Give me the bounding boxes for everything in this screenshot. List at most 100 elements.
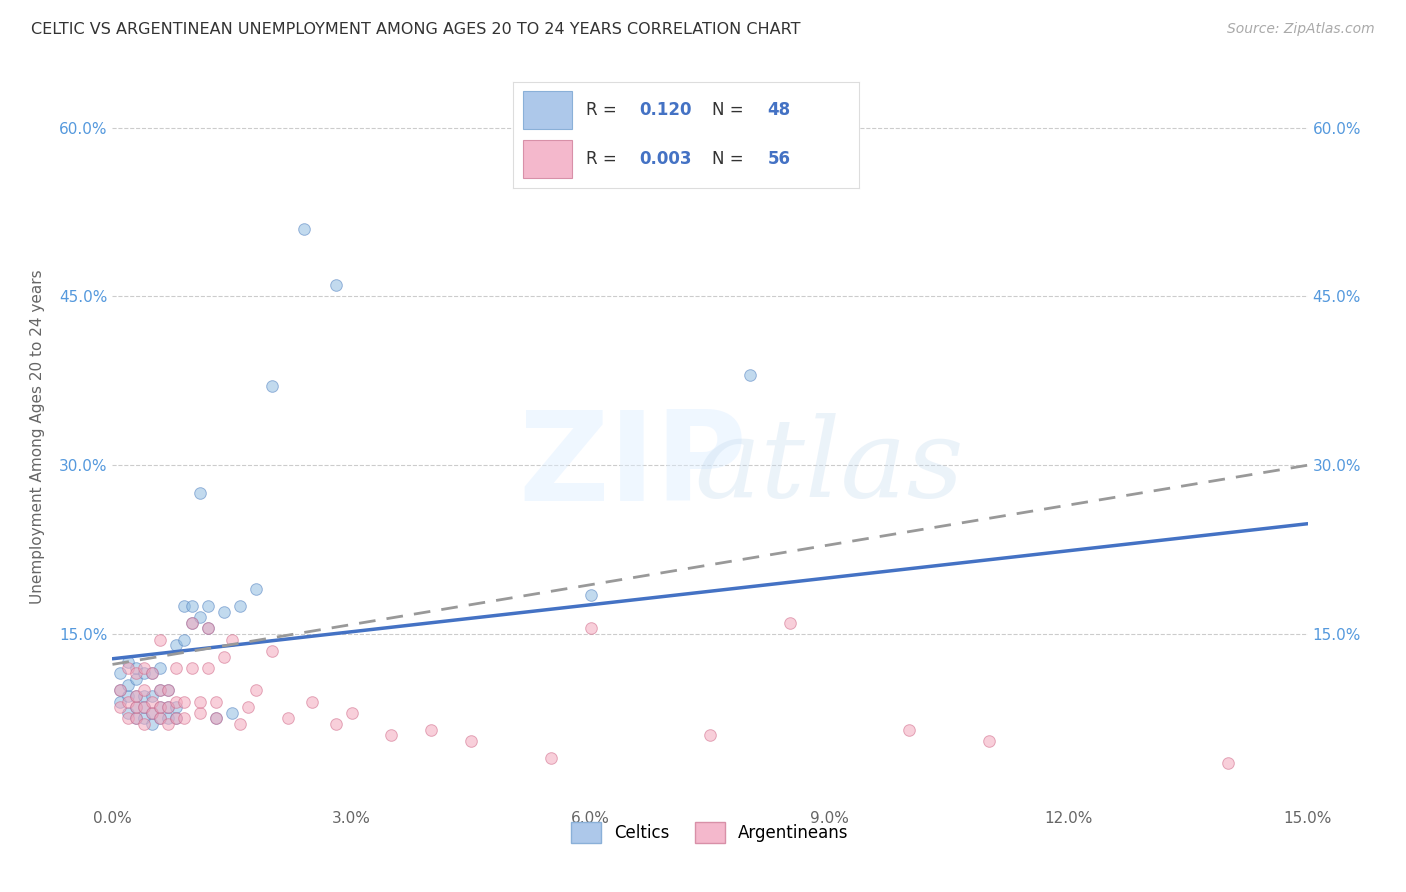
Point [301,694,323,708]
Point [134,700,156,714]
Point [1216,756,1239,771]
Point [149,683,172,698]
Point [110,666,132,681]
Point [738,368,761,383]
Point [157,683,180,698]
Point [188,694,211,708]
Point [325,278,347,293]
Point [134,717,156,731]
Point [245,582,267,596]
Point [165,711,187,725]
Point [117,678,139,692]
Point [141,666,163,681]
Point [260,379,283,393]
Point [245,683,267,698]
Point [141,706,163,720]
Text: atlas: atlas [695,413,965,520]
Point [134,689,156,703]
Point [579,588,602,602]
Point [173,632,195,647]
Point [141,689,163,703]
Point [157,700,180,714]
Point [125,661,148,675]
Point [134,661,156,675]
Point [221,632,243,647]
Point [157,711,180,725]
Point [165,694,187,708]
Point [197,599,219,613]
Point [125,711,148,725]
Point [110,683,132,698]
Point [149,711,172,725]
Point [205,694,228,708]
Legend: Celtics, Argentineans: Celtics, Argentineans [565,815,855,849]
Point [125,672,148,686]
Point [977,734,1000,748]
Point [110,700,132,714]
Point [141,694,163,708]
Point [125,700,148,714]
Point [149,711,172,725]
Point [117,694,139,708]
Point [157,717,180,731]
Point [197,661,219,675]
Point [149,661,172,675]
Point [125,689,148,703]
Point [110,694,132,708]
Point [134,711,156,725]
Point [292,222,315,236]
Point [460,734,482,748]
Y-axis label: Unemployment Among Ages 20 to 24 years: Unemployment Among Ages 20 to 24 years [31,269,45,605]
Point [173,711,195,725]
Point [212,605,235,619]
Point [134,683,156,698]
Point [197,621,219,635]
Point [125,700,148,714]
Point [181,615,204,630]
Point [380,728,402,742]
Point [117,711,139,725]
Point [157,683,180,698]
Point [134,666,156,681]
Point [173,694,195,708]
Point [212,649,235,664]
Point [197,621,219,635]
Point [221,706,243,720]
Point [579,621,602,635]
Point [420,723,443,737]
Point [141,717,163,731]
Point [229,717,252,731]
Point [125,689,148,703]
Point [117,706,139,720]
Point [260,644,283,658]
Point [779,615,801,630]
Point [149,632,172,647]
Point [188,706,211,720]
Point [898,723,921,737]
Point [125,666,148,681]
Point [325,717,347,731]
Point [277,711,299,725]
Point [188,486,211,500]
Point [205,711,228,725]
Text: Source: ZipAtlas.com: Source: ZipAtlas.com [1227,22,1375,37]
Point [141,706,163,720]
Point [117,655,139,669]
Point [181,661,204,675]
Point [125,711,148,725]
Point [173,599,195,613]
Point [165,661,187,675]
Point [149,700,172,714]
Point [165,700,187,714]
Point [540,751,562,765]
Point [141,666,163,681]
Point [340,706,363,720]
Text: CELTIC VS ARGENTINEAN UNEMPLOYMENT AMONG AGES 20 TO 24 YEARS CORRELATION CHART: CELTIC VS ARGENTINEAN UNEMPLOYMENT AMONG… [31,22,800,37]
Point [110,683,132,698]
Point [117,689,139,703]
Point [181,615,204,630]
Point [205,711,228,725]
Text: ZIP: ZIP [517,406,747,527]
Point [149,700,172,714]
Point [149,683,172,698]
